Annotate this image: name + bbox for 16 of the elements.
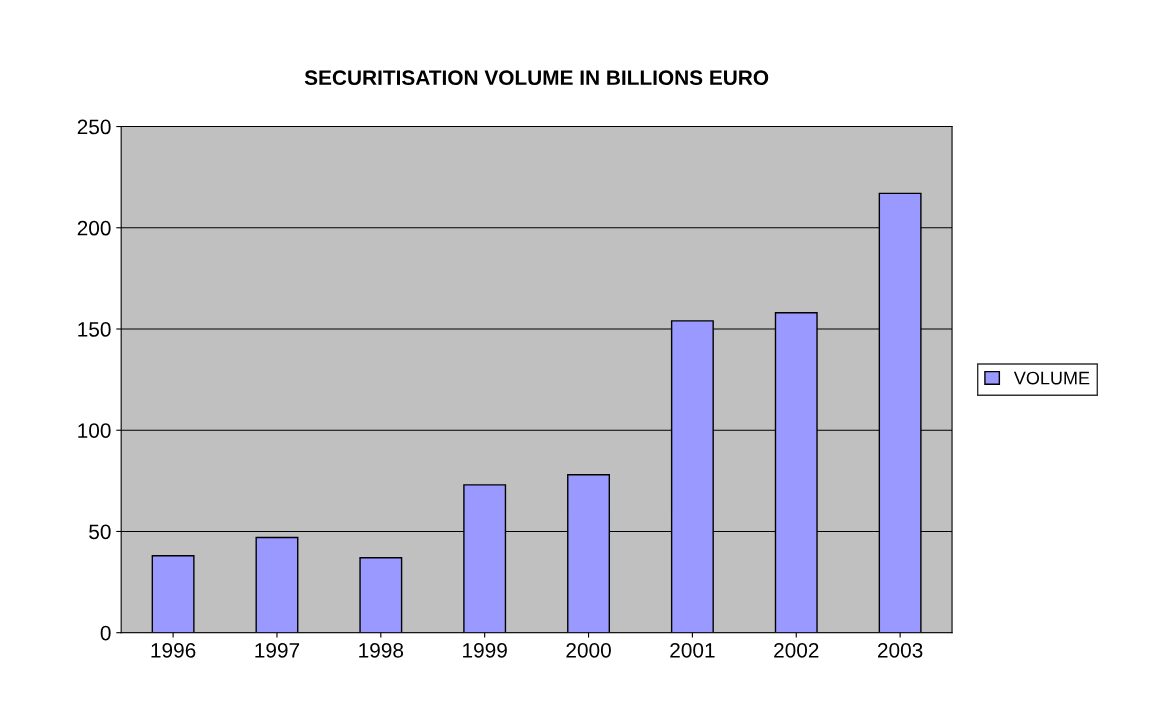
x-tick-label: 2000 <box>566 642 611 658</box>
x-tick-label: 1997 <box>255 642 300 658</box>
x-tick-label: 2001 <box>670 642 715 658</box>
x-tick-label: 2003 <box>878 642 923 658</box>
y-tick-label: 200 <box>77 220 111 236</box>
x-tick-label: 1998 <box>359 642 404 658</box>
y-tick-label: 250 <box>77 119 111 135</box>
x-tick-label: 1996 <box>151 642 196 658</box>
x-tick-label: 1999 <box>463 642 507 658</box>
y-tick-label: 50 <box>89 524 111 540</box>
y-tick-label: 0 <box>100 625 111 641</box>
y-tick-label: 100 <box>78 423 111 438</box>
y-tick-label: 150 <box>78 322 111 337</box>
chart-title: SECURITISATION VOLUME IN BILLIONS EURO <box>304 70 769 86</box>
x-tick-label: 2002 <box>774 642 819 658</box>
legend-label: VOLUME <box>1013 371 1090 385</box>
